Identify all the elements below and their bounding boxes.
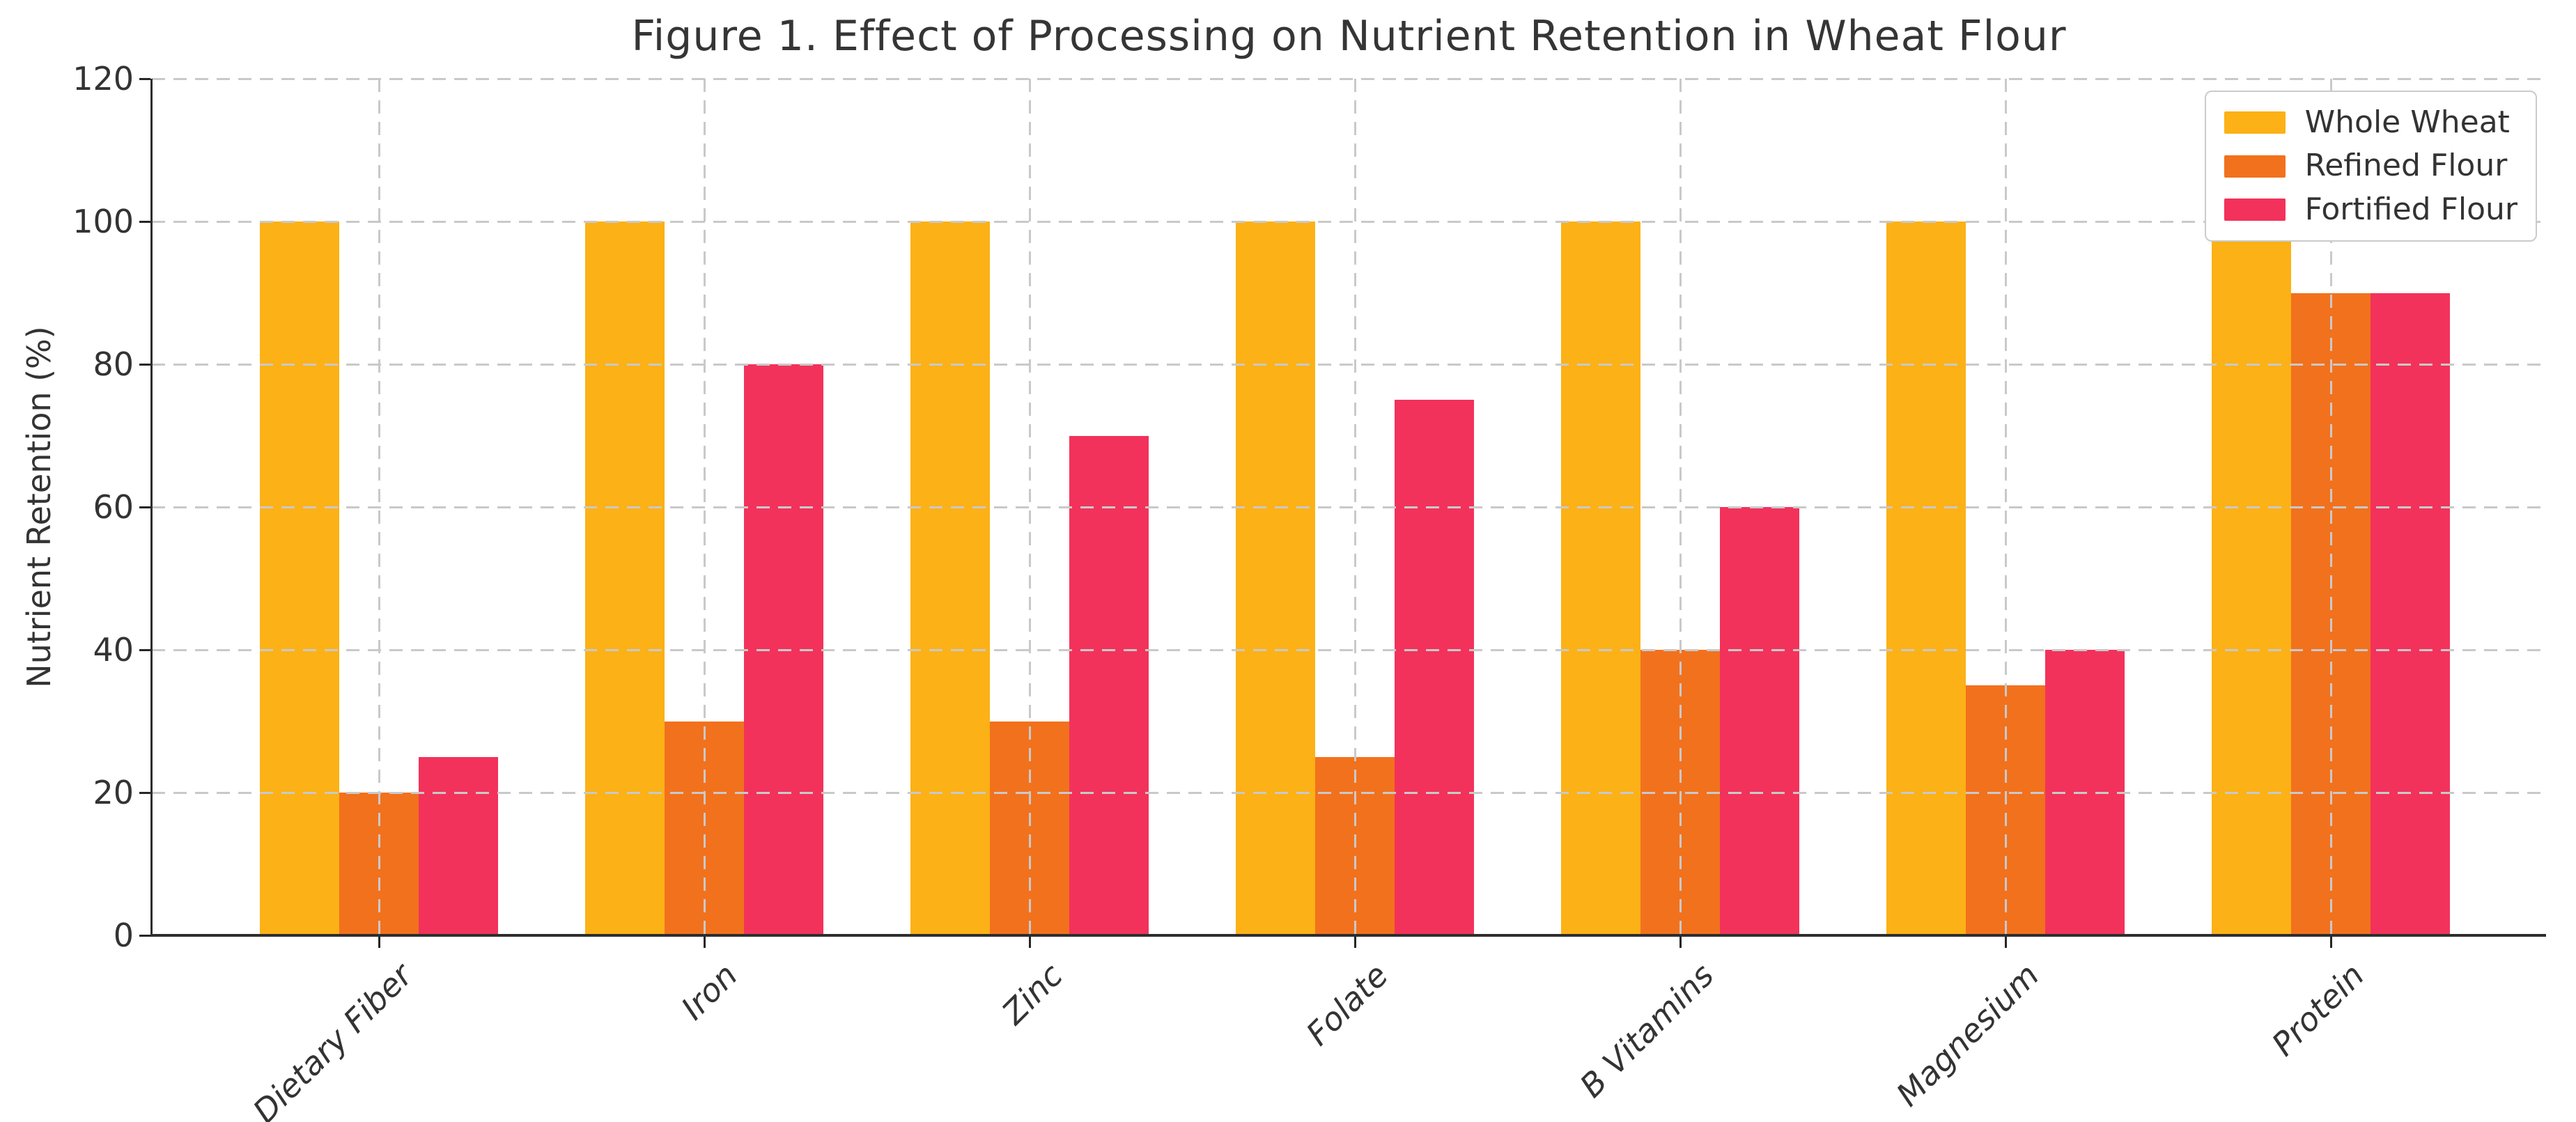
bar-fortified-flour-folate [1395, 400, 1474, 935]
y-tick-label-100: 100 [72, 203, 134, 240]
bar-whole-wheat-iron [585, 221, 665, 935]
gridline-horizontal-80 [152, 363, 2546, 366]
x-tick-magnesium [2004, 937, 2007, 948]
gridline-vertical-b-vitamins [1679, 79, 1682, 935]
legend-swatch-whole-wheat [2224, 111, 2286, 134]
legend-label-whole-wheat: Whole Wheat [2304, 104, 2510, 140]
legend-label-fortified-flour: Fortified Flour [2304, 191, 2517, 227]
legend-item-whole-wheat: Whole Wheat [2224, 104, 2517, 140]
legend-swatch-refined-flour [2224, 155, 2286, 178]
x-tick-label-iron: Iron [674, 956, 745, 1027]
x-axis-line [150, 934, 2546, 937]
y-tick-label-60: 60 [93, 488, 134, 526]
y-tick-120 [139, 77, 150, 80]
x-tick-label-magnesium: Magnesium [1888, 956, 2047, 1114]
y-tick-40 [139, 648, 150, 651]
x-tick-b-vitamins [1679, 937, 1682, 948]
y-axis-label: Nutrient Retention (%) [20, 326, 58, 688]
bar-fortified-flour-dietary-fiber [419, 756, 498, 935]
gridline-vertical-magnesium [2004, 79, 2007, 935]
y-tick-100 [139, 220, 150, 223]
bar-whole-wheat-protein [2212, 221, 2291, 935]
bar-fortified-flour-b-vitamins [1720, 507, 1799, 935]
gridline-horizontal-100 [152, 220, 2546, 223]
legend-item-fortified-flour: Fortified Flour [2224, 191, 2517, 227]
y-tick-label-120: 120 [72, 60, 134, 98]
gridline-horizontal-20 [152, 791, 2546, 794]
y-tick-label-20: 20 [93, 774, 134, 811]
gridline-horizontal-60 [152, 506, 2546, 508]
plot-area: 0 20 40 60 80 100 120 Dietary Fiber Iron Zinc Fola… [72, 60, 2546, 1122]
x-tick-dietary-fiber [378, 937, 380, 948]
gridline-vertical-dietary-fiber [378, 79, 380, 935]
legend: Whole Wheat Refined Flour Fortified Flour [2204, 91, 2537, 242]
gridline-vertical-folate [1353, 79, 1356, 935]
x-tick-label-zinc: Zinc [995, 956, 1071, 1032]
y-axis-line [150, 79, 153, 937]
bar-whole-wheat-magnesium [1886, 221, 1966, 935]
bar-fortified-flour-protein [2371, 293, 2450, 935]
x-tick-label-dietary-fiber: Dietary Fiber [245, 956, 420, 1122]
bar-whole-wheat-zinc [910, 221, 990, 935]
x-tick-zinc [1028, 937, 1031, 948]
gridline-horizontal-120 [152, 77, 2546, 80]
x-tick-label-b-vitamins: B Vitamins [1572, 956, 1721, 1105]
legend-item-refined-flour: Refined Flour [2224, 148, 2517, 184]
gridline-horizontal-40 [152, 648, 2546, 651]
gridline-vertical-protein [2329, 79, 2332, 935]
x-tick-iron [703, 937, 706, 948]
legend-swatch-fortified-flour [2224, 198, 2286, 221]
bar-fortified-flour-zinc [1069, 435, 1149, 935]
bar-whole-wheat-folate [1236, 221, 1315, 935]
x-tick-protein [2329, 937, 2332, 948]
y-tick-label-80: 80 [93, 345, 134, 383]
y-tick-label-0: 0 [113, 917, 134, 954]
gridline-vertical-iron [703, 79, 706, 935]
y-tick-20 [139, 791, 150, 794]
x-tick-label-protein: Protein [2264, 956, 2372, 1063]
x-tick-folate [1353, 937, 1356, 948]
gridline-vertical-zinc [1028, 79, 1031, 935]
chart-title: Figure 1. Effect of Processing on Nutrie… [631, 12, 2067, 61]
y-tick-0 [139, 934, 150, 937]
y-tick-80 [139, 363, 150, 366]
legend-label-refined-flour: Refined Flour [2304, 148, 2508, 184]
x-tick-label-folate: Folate [1298, 956, 1396, 1053]
bar-whole-wheat-dietary-fiber [260, 221, 339, 935]
bar-whole-wheat-b-vitamins [1561, 221, 1640, 935]
y-tick-60 [139, 506, 150, 508]
y-tick-label-40: 40 [93, 631, 134, 669]
